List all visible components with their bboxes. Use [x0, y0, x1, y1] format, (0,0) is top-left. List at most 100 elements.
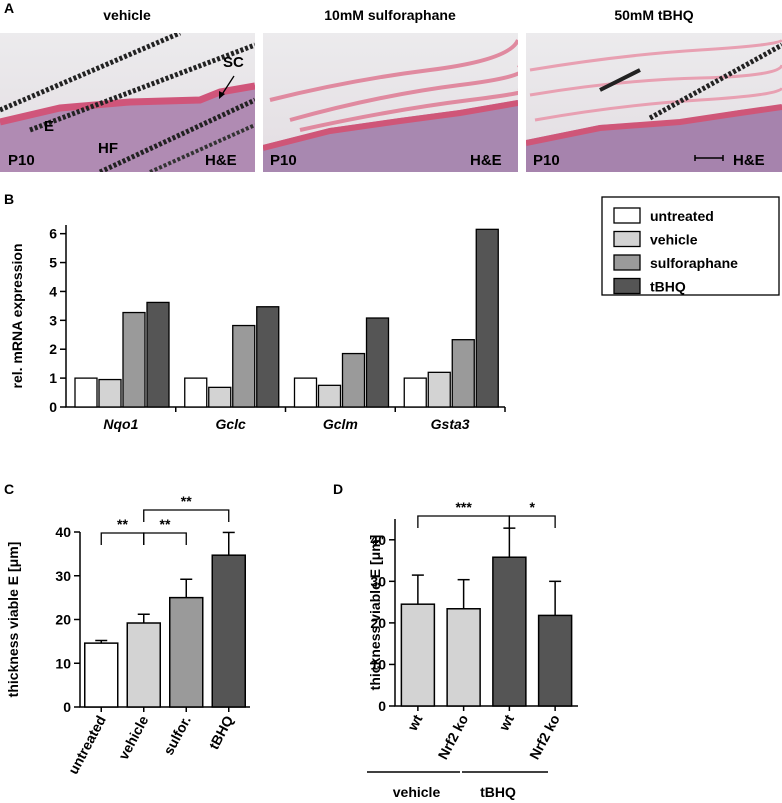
micrograph-label: H&E: [470, 152, 502, 169]
x-tick-label: tBHQ: [205, 713, 236, 752]
bar: [126, 622, 161, 708]
arrow: [220, 75, 235, 97]
panel-label: B: [4, 191, 14, 207]
micrograph-label: HF: [98, 140, 118, 157]
bar: [403, 377, 427, 408]
bar: [451, 339, 475, 408]
legend-label: vehicle: [650, 232, 698, 248]
micrograph-label: P10: [533, 152, 560, 169]
significance-bracket: [143, 509, 230, 522]
bar: [211, 554, 246, 708]
bar: [341, 352, 366, 408]
x-tick-label: Gsta3: [431, 416, 470, 432]
x-tick-label: Nqo1: [103, 416, 138, 432]
y-axis-title: thickness viable E [μm]: [367, 535, 383, 691]
micrograph-label: P10: [8, 152, 35, 169]
legend-swatch: [613, 207, 641, 224]
bar: [208, 386, 232, 408]
y-tick-label: 0: [63, 699, 71, 715]
y-tick-label: 5: [49, 255, 57, 271]
significance-label: **: [181, 493, 192, 509]
y-tick-label: 40: [55, 524, 71, 540]
significance-bracket: [417, 515, 511, 528]
y-tick-label: 1: [49, 370, 57, 386]
bar: [84, 642, 119, 708]
y-tick-label: 0: [378, 698, 386, 714]
legend-swatch: [613, 277, 641, 295]
bar: [256, 306, 280, 408]
x-tick-label: Nrf2 ko: [526, 712, 563, 762]
y-tick-label: 30: [370, 573, 386, 589]
group-label: vehicle: [393, 784, 441, 800]
x-tick-label: wt: [495, 712, 517, 734]
y-axis-title: rel. mRNA expression: [9, 244, 25, 389]
bar: [146, 301, 170, 408]
micrograph: [526, 33, 782, 172]
bar: [169, 596, 204, 708]
x-tick-label: vehicle: [115, 713, 152, 763]
bar: [184, 377, 208, 408]
micrograph-label: H&E: [205, 152, 237, 169]
bar: [446, 608, 481, 707]
panel-label: A: [4, 0, 14, 16]
y-tick-label: 10: [370, 656, 386, 672]
y-tick-label: 4: [49, 283, 57, 299]
x-tick-label: untreated: [65, 713, 109, 777]
y-tick-label: 40: [370, 532, 386, 548]
bar: [122, 311, 146, 408]
legend-swatch: [613, 254, 641, 271]
bar: [317, 384, 342, 408]
x-tick-label: sulfor.: [160, 713, 194, 758]
significance-label: **: [160, 516, 171, 532]
bar: [427, 371, 451, 408]
micrograph-label: P10: [270, 152, 297, 169]
bar: [475, 228, 499, 408]
panel-label: C: [4, 481, 14, 497]
x-tick-label: Gclm: [323, 416, 358, 432]
significance-bracket: [143, 532, 187, 545]
bar: [492, 556, 527, 707]
significance-bracket: [100, 532, 145, 545]
significance-label: *: [530, 499, 536, 515]
bar: [74, 377, 98, 408]
bar: [293, 377, 318, 408]
legend-swatch: [613, 230, 641, 248]
y-tick-label: 30: [55, 568, 71, 584]
panel-label: D: [333, 481, 343, 497]
significance-label: ***: [455, 499, 472, 515]
micrograph-title: vehicle: [103, 7, 151, 23]
bar: [400, 603, 436, 707]
y-tick-label: 0: [49, 399, 57, 415]
micrograph-label: H&E: [733, 152, 765, 169]
x-tick-label: Gclc: [215, 416, 246, 432]
bar: [537, 614, 573, 707]
legend-label: untreated: [650, 208, 714, 224]
x-tick-label: Nrf2 ko: [435, 712, 472, 762]
y-tick-label: 20: [370, 615, 386, 631]
significance-bracket: [508, 515, 556, 528]
arrow-head: [219, 91, 225, 99]
micrograph: [0, 33, 255, 172]
scale-bar: [694, 155, 724, 161]
legend-box: [601, 196, 780, 296]
micrograph-label: E: [44, 118, 54, 135]
bar: [365, 317, 390, 408]
micrograph: [263, 33, 518, 172]
y-axis-title: thickness viable E [μm]: [5, 542, 21, 698]
group-label: tBHQ: [480, 784, 516, 800]
bar: [232, 324, 256, 408]
micrograph-title: 10mM sulforaphane: [324, 7, 456, 23]
significance-label: **: [117, 516, 128, 532]
bar: [98, 378, 122, 408]
y-tick-label: 20: [55, 612, 71, 628]
y-tick-label: 6: [49, 226, 57, 242]
micrograph-label: SC: [223, 54, 244, 71]
legend-label: tBHQ: [650, 279, 686, 295]
x-tick-label: wt: [404, 712, 426, 734]
legend-label: sulforaphane: [650, 255, 738, 271]
micrograph-title: 50mM tBHQ: [614, 7, 693, 23]
y-tick-label: 2: [49, 341, 57, 357]
y-tick-label: 3: [49, 312, 57, 328]
y-tick-label: 10: [55, 655, 71, 671]
